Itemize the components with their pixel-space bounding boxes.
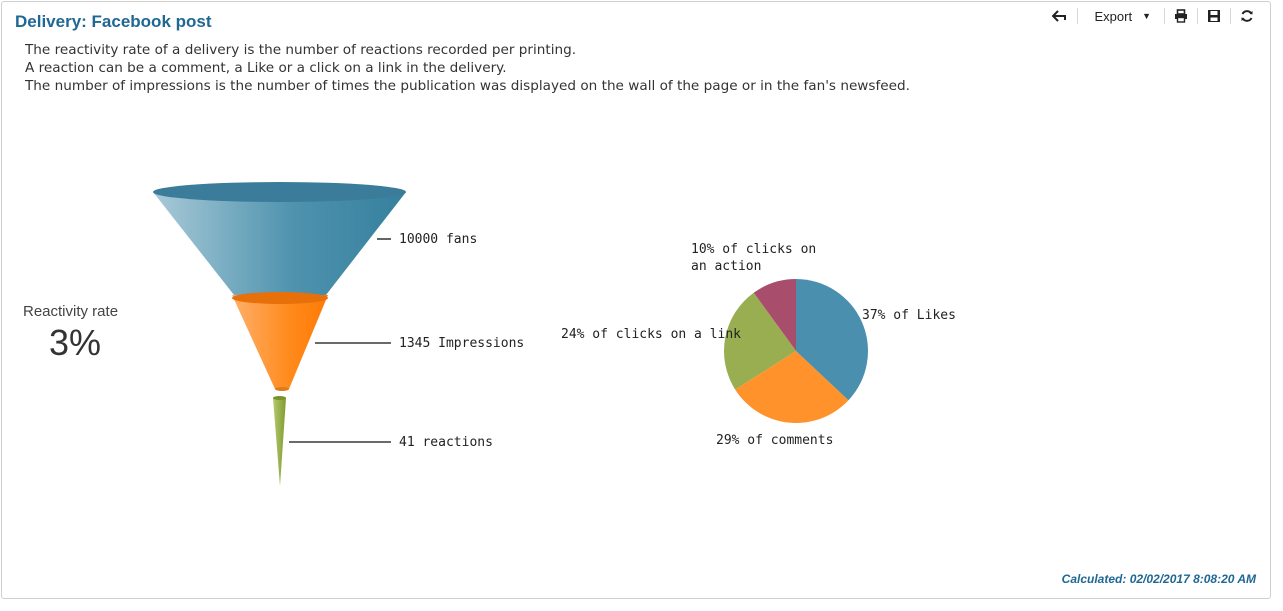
toolbar-separator xyxy=(1230,8,1231,24)
export-button[interactable]: Export ▼ xyxy=(1081,7,1162,25)
save-button[interactable] xyxy=(1201,7,1227,25)
funnel-stage-impressions-body xyxy=(232,295,328,389)
refresh-button[interactable] xyxy=(1234,7,1260,25)
pie-label-comments: 29% of comments xyxy=(716,433,833,448)
report-panel: Delivery: Facebook post Export ▼ xyxy=(1,1,1271,599)
description: The reactivity rate of a delivery is the… xyxy=(25,41,910,95)
funnel-stage-impressions-top xyxy=(232,292,328,304)
print-button[interactable] xyxy=(1168,7,1194,25)
toolbar: Export ▼ xyxy=(1046,6,1261,26)
page-title: Delivery: Facebook post xyxy=(15,12,212,31)
reactivity-rate-label: Reactivity rate xyxy=(23,303,119,320)
pie-slice-likes xyxy=(796,279,868,401)
funnel-label-fans: 10000 fans xyxy=(399,232,477,247)
description-line: The number of impressions is the number … xyxy=(25,78,910,94)
pie-label-clicks-action-line2: an action xyxy=(691,259,761,274)
pie-slice-clicks-action xyxy=(753,279,796,351)
caret-down-icon: ▼ xyxy=(1142,11,1151,21)
funnel-stage-fans-top xyxy=(153,182,406,202)
toolbar-separator xyxy=(1076,8,1078,24)
funnel-stage-fans xyxy=(153,182,406,295)
description-line: A reaction can be a comment, a Like or a… xyxy=(25,60,507,76)
toolbar-separator xyxy=(1197,8,1198,24)
funnel-label-impressions: 1345 Impressions xyxy=(399,336,524,351)
pie-label-clicks-link: 24% of clicks on a link xyxy=(561,327,741,342)
funnel-stage-impressions xyxy=(232,292,328,391)
calculated-timestamp: Calculated: 02/02/2017 8:08:20 AM xyxy=(1061,572,1256,586)
pie-slice-comments xyxy=(735,351,849,423)
printer-icon xyxy=(1175,9,1187,23)
funnel-stage-reactions-top xyxy=(273,396,286,400)
description-line: The reactivity rate of a delivery is the… xyxy=(25,42,577,58)
funnel-stage-fans-body xyxy=(153,192,406,295)
funnel-stage-impressions-bottom xyxy=(275,387,289,391)
pie-slice-clicks-link xyxy=(724,292,796,390)
funnel-stage-reactions-body xyxy=(273,398,286,486)
export-label: Export xyxy=(1094,8,1133,24)
funnel-chart: 10000 fans 1345 Impressions 41 reactions xyxy=(153,182,524,486)
refresh-icon xyxy=(1241,10,1253,22)
floppy-disk-icon xyxy=(1208,10,1220,22)
pie-chart: 37% of Likes 29% of comments 24% of clic… xyxy=(561,242,956,448)
pie-label-clicks-action-line1: 10% of clicks on xyxy=(691,242,816,257)
reactivity-rate-value: 3% xyxy=(49,322,102,363)
pie-label-likes: 37% of Likes xyxy=(862,308,956,323)
toolbar-separator xyxy=(1164,8,1165,24)
back-button[interactable] xyxy=(1046,7,1074,25)
funnel-stage-reactions xyxy=(273,396,286,486)
charts-canvas: 10000 fans 1345 Impressions 41 reactions… xyxy=(153,182,956,486)
funnel-label-reactions: 41 reactions xyxy=(399,435,493,450)
back-arrow-icon xyxy=(1051,10,1066,22)
